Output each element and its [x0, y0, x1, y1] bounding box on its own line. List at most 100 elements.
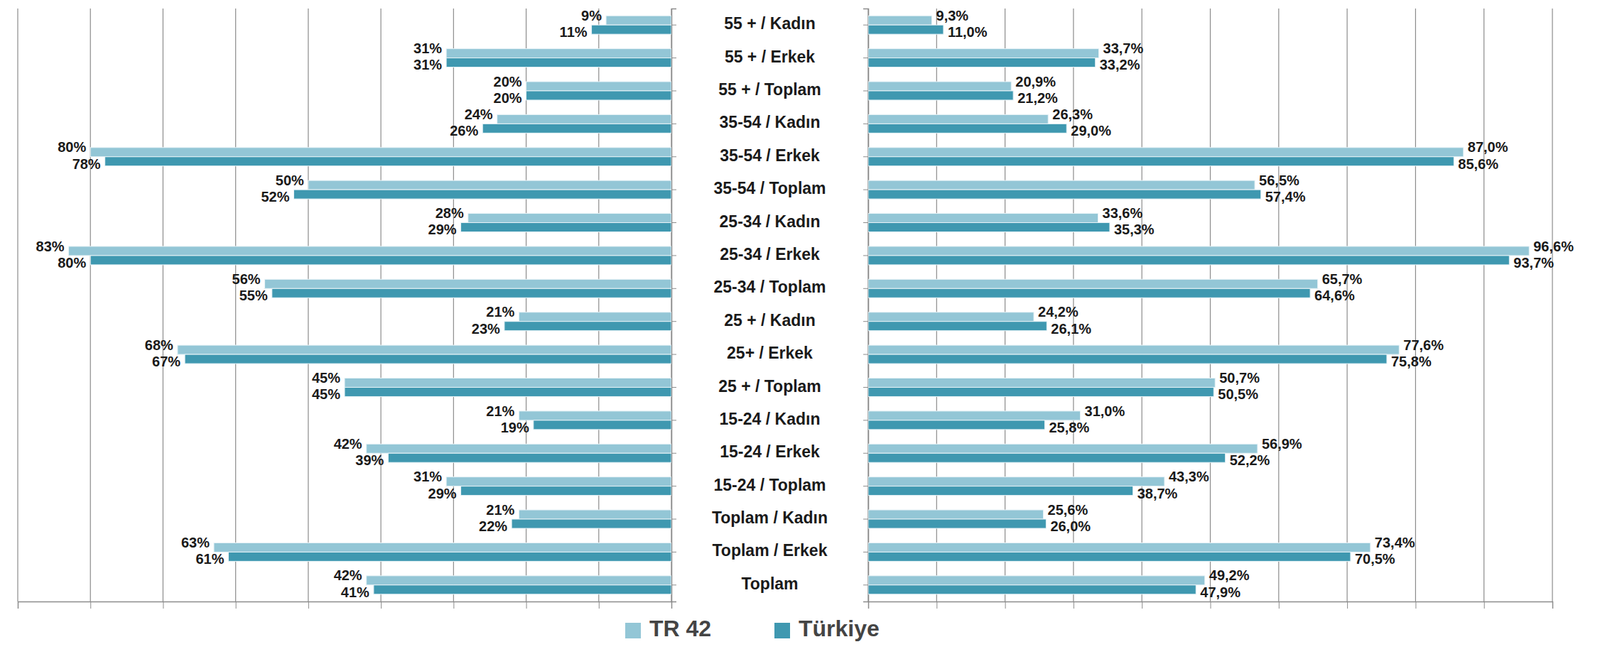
tick-mark — [863, 552, 869, 553]
tick-mark — [863, 387, 869, 388]
axis-line — [18, 602, 673, 610]
data-label: 65,7% — [1322, 271, 1363, 288]
data-label: 78% — [72, 156, 101, 172]
grid-line — [90, 8, 91, 602]
category-label: Toplam / Erkek — [712, 541, 828, 560]
tick — [863, 419, 869, 421]
data-label: 80% — [57, 139, 86, 155]
data-label: 21,2% — [1017, 90, 1058, 106]
bar — [868, 90, 1014, 101]
bar — [518, 510, 672, 520]
tick — [671, 601, 673, 609]
tick — [671, 354, 677, 356]
bar — [68, 246, 672, 256]
bar — [868, 288, 1311, 298]
bar — [868, 576, 1205, 586]
data-label: 56,5% — [1258, 172, 1300, 189]
bar — [868, 147, 1464, 158]
bar — [518, 411, 672, 421]
tick-mark — [671, 519, 677, 521]
bar — [105, 157, 672, 167]
tick-mark — [671, 601, 673, 609]
tick — [863, 519, 869, 521]
bar — [387, 453, 672, 463]
tick-mark — [1073, 601, 1075, 609]
tick — [671, 189, 677, 191]
tick — [863, 123, 869, 125]
category-label: 35-54 / Erkek — [719, 146, 820, 165]
y-axis — [671, 9, 677, 603]
axis-line — [868, 602, 1554, 610]
category-label: 25-34 / Toplam — [713, 277, 826, 297]
bar — [228, 552, 672, 562]
tick — [90, 601, 91, 609]
axis-line — [672, 9, 678, 603]
tick — [863, 584, 869, 586]
y-axis — [863, 9, 869, 603]
bar — [446, 49, 672, 59]
x-axis — [868, 601, 1554, 609]
bar — [533, 420, 672, 430]
tick — [671, 255, 677, 256]
grid-line — [1278, 8, 1279, 602]
tick-mark — [863, 288, 869, 290]
tick — [863, 189, 869, 191]
category-label: 55 + / Kadın — [723, 14, 815, 33]
category-label: 15-24 / Kadın — [719, 409, 821, 429]
data-label: 26,0% — [1050, 518, 1091, 535]
tick-mark — [671, 552, 677, 553]
bar — [868, 510, 1044, 520]
tick-mark — [162, 601, 164, 609]
tick — [1347, 601, 1348, 609]
tick-mark — [671, 354, 677, 356]
data-label: 73,4% — [1374, 534, 1416, 551]
data-label: 26,1% — [1050, 321, 1092, 337]
tick — [863, 255, 869, 256]
bar — [90, 147, 672, 158]
grid-line — [1141, 8, 1143, 602]
bar — [518, 312, 672, 322]
tick-mark — [863, 255, 869, 256]
category-label: 55 + / Erkek — [724, 47, 815, 67]
tick — [863, 288, 869, 290]
tick-mark — [863, 453, 869, 454]
tick-mark — [671, 123, 677, 125]
tick — [235, 601, 237, 609]
tick-mark — [863, 321, 869, 322]
tick-mark — [863, 485, 869, 487]
tick — [671, 24, 677, 26]
data-label: 20% — [493, 90, 523, 106]
data-label: 29% — [428, 485, 457, 502]
tick-mark — [308, 601, 310, 609]
grid — [17, 8, 672, 602]
bar — [868, 387, 1214, 397]
tick-mark — [863, 584, 869, 586]
data-label: 29% — [428, 221, 457, 238]
data-label: 21% — [485, 304, 515, 320]
tick-mark — [1415, 601, 1416, 609]
bar — [373, 585, 672, 595]
data-label: 52% — [260, 188, 290, 205]
data-label: 28% — [435, 205, 464, 221]
bar — [344, 387, 672, 397]
data-label: 56% — [232, 271, 261, 288]
tick-mark — [671, 419, 677, 421]
data-labels: 9,3%33,7%20,9%26,3%87,0%56,5%33,6%96,6%6… — [936, 7, 1575, 601]
category-label: 55 + / Toplam — [718, 80, 822, 99]
data-label: 50% — [275, 172, 305, 189]
tick — [1484, 601, 1485, 609]
data-label: 33,7% — [1103, 40, 1144, 57]
panel: 9%31%20%24%80%50%28%83%56%21%68%45%21%42… — [17, 7, 677, 609]
data-label: 56,9% — [1261, 436, 1303, 452]
data-label: 64,6% — [1314, 287, 1355, 304]
data-label: 20,9% — [1015, 73, 1056, 90]
bar — [868, 345, 1399, 355]
category-label: 25-34 / Erkek — [719, 245, 820, 264]
bar — [293, 189, 672, 199]
tick — [1005, 601, 1007, 609]
tick-mark — [1141, 601, 1143, 609]
tick — [671, 485, 677, 487]
bar — [868, 486, 1134, 496]
tick — [863, 552, 869, 553]
tick — [671, 519, 677, 521]
